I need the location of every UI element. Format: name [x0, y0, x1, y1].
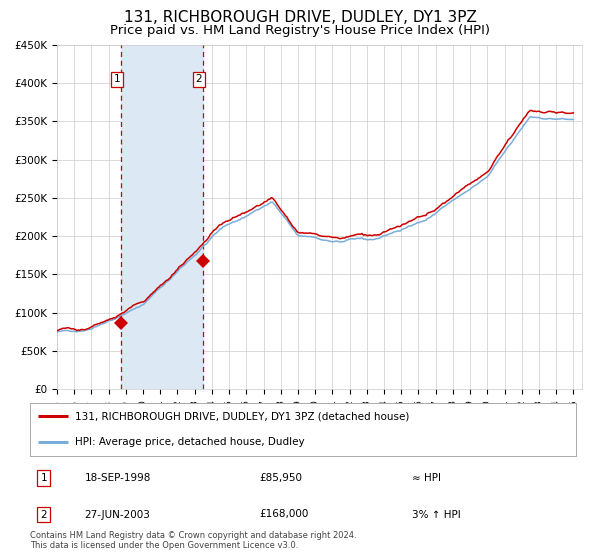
Text: 2: 2: [196, 74, 202, 84]
Text: £168,000: £168,000: [259, 510, 308, 520]
Text: ≈ HPI: ≈ HPI: [412, 473, 441, 483]
Text: Price paid vs. HM Land Registry's House Price Index (HPI): Price paid vs. HM Land Registry's House …: [110, 24, 490, 36]
Text: £85,950: £85,950: [259, 473, 302, 483]
Text: 1: 1: [113, 74, 120, 84]
Text: 3% ↑ HPI: 3% ↑ HPI: [412, 510, 461, 520]
Text: 131, RICHBOROUGH DRIVE, DUDLEY, DY1 3PZ (detached house): 131, RICHBOROUGH DRIVE, DUDLEY, DY1 3PZ …: [75, 412, 409, 422]
Text: 27-JUN-2003: 27-JUN-2003: [85, 510, 151, 520]
Text: 1: 1: [40, 473, 47, 483]
Text: 2: 2: [40, 510, 47, 520]
Text: 18-SEP-1998: 18-SEP-1998: [85, 473, 151, 483]
Text: Contains HM Land Registry data © Crown copyright and database right 2024.
This d: Contains HM Land Registry data © Crown c…: [30, 531, 356, 550]
Text: HPI: Average price, detached house, Dudley: HPI: Average price, detached house, Dudl…: [75, 436, 304, 446]
Bar: [121, 45, 203, 389]
Text: 131, RICHBOROUGH DRIVE, DUDLEY, DY1 3PZ: 131, RICHBOROUGH DRIVE, DUDLEY, DY1 3PZ: [124, 10, 476, 25]
